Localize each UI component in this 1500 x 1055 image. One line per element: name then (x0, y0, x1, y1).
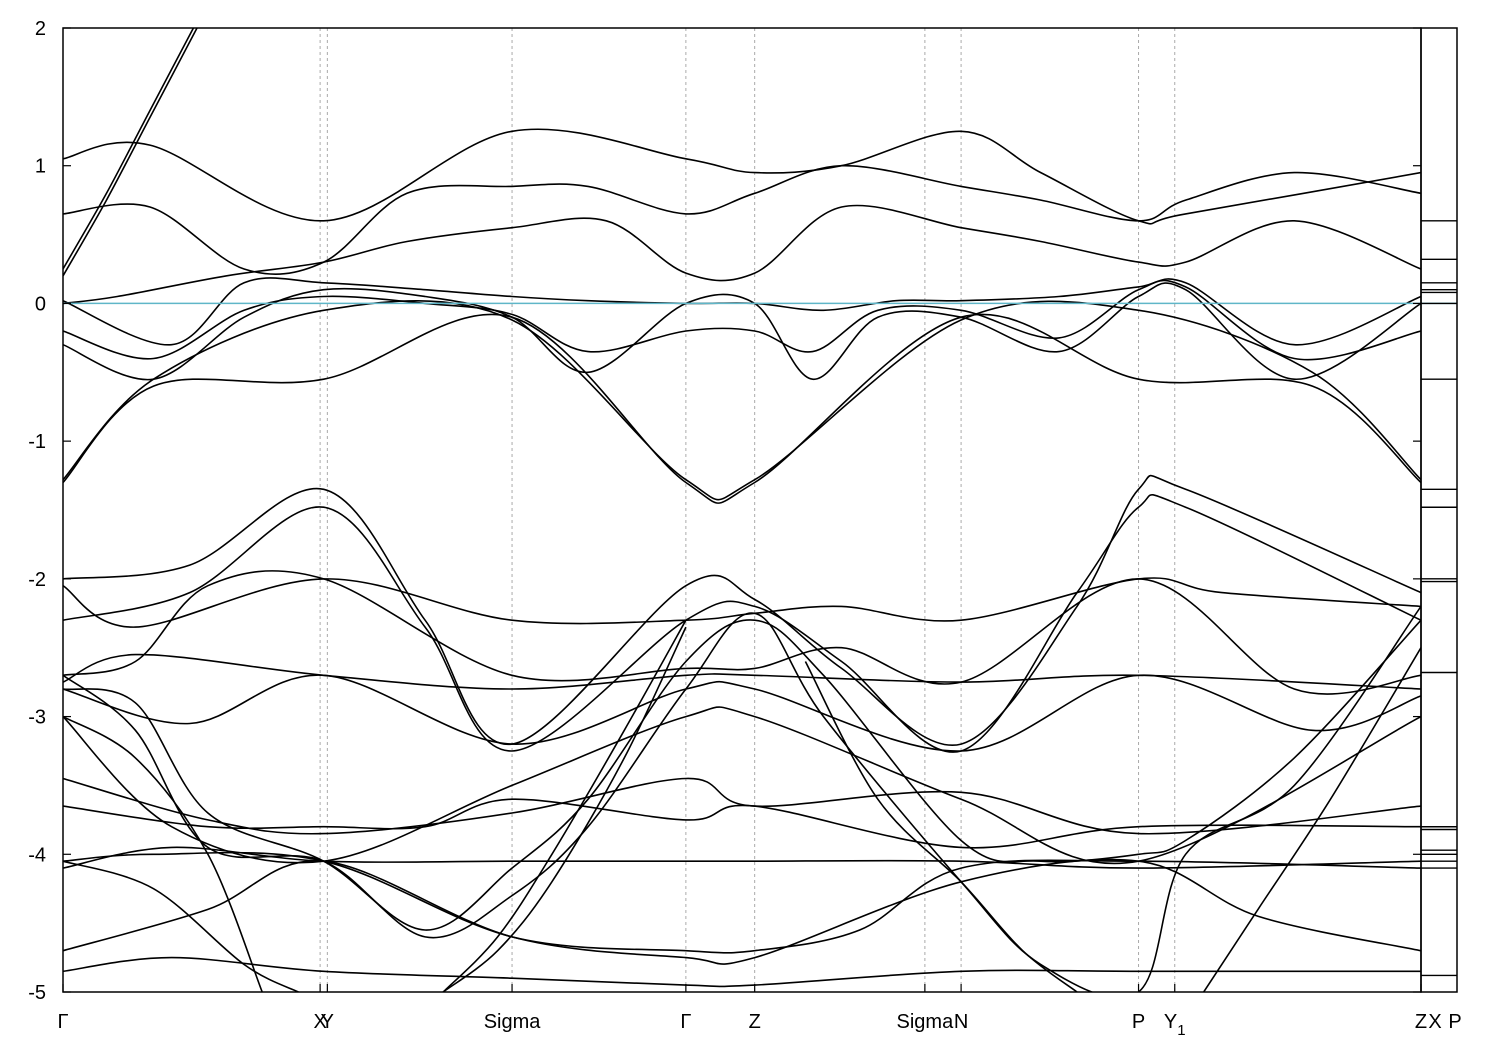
kpoint-label-text: Y (321, 1011, 334, 1033)
band-line-21 (63, 851, 1421, 954)
y-tick-label: 1 (35, 156, 46, 178)
band-line-16 (63, 674, 1421, 752)
kpoint-label-text: P (1132, 1011, 1145, 1033)
kpoint-label-text: X (313, 1011, 326, 1033)
band-line-9 (63, 313, 1421, 504)
band-line-29 (442, 626, 687, 992)
band-line-20 (63, 846, 1421, 869)
y-tick-label: 0 (35, 293, 46, 315)
band-line-19 (63, 798, 1421, 849)
y-tick-label: -1 (28, 431, 46, 453)
y-tick-label: -3 (28, 707, 46, 729)
kpoint-label-text: Z (749, 1011, 761, 1033)
band-line-6 (63, 282, 1421, 381)
main-plot-frame (62, 27, 1422, 993)
band-line-4 (63, 164, 1421, 275)
band-line-10 (63, 300, 1421, 501)
band-line-3 (63, 128, 1421, 225)
kpoint-label-text: Γ (680, 1011, 691, 1033)
y-tick-label: 2 (35, 18, 46, 40)
kpoint-label: P (1132, 1011, 1145, 1033)
kpoint-label: Γ (57, 1011, 68, 1033)
kpoint-label-text: Sigma (897, 1011, 955, 1033)
bands-group (63, 28, 1421, 992)
kpoint-label: Y (321, 1011, 334, 1033)
kpoint-label: Sigma (484, 1011, 542, 1033)
band-line-22 (63, 858, 1421, 965)
band-line-14 (63, 570, 1421, 695)
kpoint-label-text: Sigma (484, 1011, 542, 1033)
band-line-27 (63, 715, 263, 992)
band-line-15 (63, 653, 1421, 690)
y-tick-label: -2 (28, 569, 46, 591)
side-kpoint-label: P (1448, 1011, 1461, 1033)
band-line-8 (63, 277, 1421, 346)
kpoint-label-text: Z (1415, 1011, 1427, 1033)
band-line-23 (63, 956, 1421, 988)
band-line-5 (63, 204, 1421, 305)
kpoint-label: Sigma (897, 1011, 955, 1033)
kpoint-label: N (954, 1011, 968, 1033)
kpoint-label: X (313, 1011, 326, 1033)
y-tick-label: -5 (28, 982, 46, 1004)
band-line-28 (442, 619, 687, 992)
kpoint-label-text: Γ (57, 1011, 68, 1033)
side-kpoint-label: X (1428, 1011, 1441, 1033)
kpoint-label: Y1 (1164, 1011, 1186, 1039)
kpoint-label-subscript: 1 (1177, 1022, 1185, 1039)
side-panel-frame (1420, 27, 1458, 993)
kpoint-label: Z (749, 1011, 761, 1033)
band-line-25 (63, 605, 1421, 992)
y-tick-label: -4 (28, 844, 46, 866)
band-line-30 (804, 661, 1078, 992)
kpoint-label: Z (1415, 1011, 1427, 1033)
band-line-11 (63, 474, 1421, 747)
band-line-2 (63, 28, 198, 277)
kpoint-label: Γ (680, 1011, 691, 1033)
band-line-31 (1203, 647, 1421, 992)
band-line-1 (63, 28, 195, 270)
kpoint-label-text: N (954, 1011, 968, 1033)
band-line-26 (63, 860, 299, 992)
kpoint-label-text: Y (1164, 1011, 1177, 1033)
band-line-12 (63, 494, 1421, 753)
band-line-18 (63, 777, 1421, 835)
band-line-24 (63, 619, 1421, 931)
